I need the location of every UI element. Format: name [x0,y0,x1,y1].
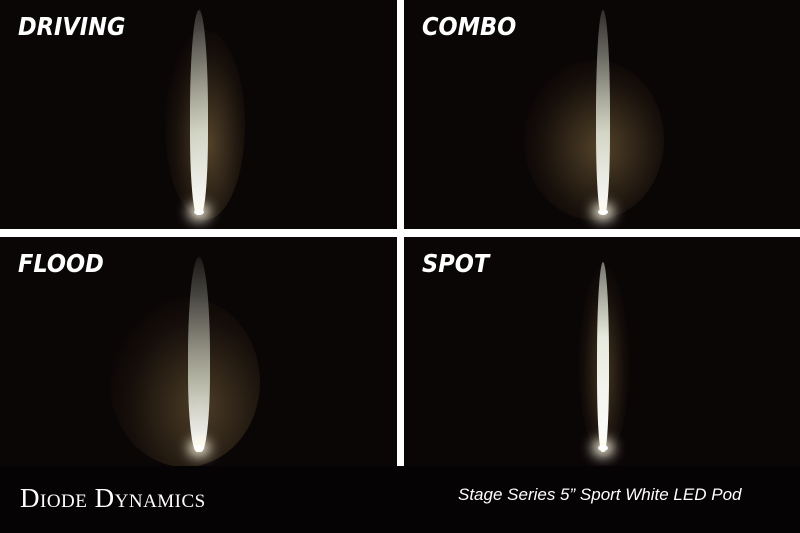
panel-label: COMBO [422,12,517,41]
beam-pattern-panel-combo: COMBO [404,0,800,229]
panel-label: DRIVING [18,12,126,41]
light-source [598,209,608,215]
brand-logo: Diode Dynamics [20,483,206,513]
light-beam [188,257,210,452]
light-spill [524,60,664,220]
light-beam [596,10,610,215]
beam-pattern-panel-flood: FLOOD [0,237,397,466]
beam-pattern-panel-driving: DRIVING [0,0,397,229]
panel-label: FLOOD [18,249,104,278]
footer-bar: Diode Dynamics Stage Series 5” Sport Whi… [0,466,800,533]
beam-pattern-panel-spot: SPOT [404,237,800,466]
product-name: Stage Series 5” Sport White LED Pod [458,485,742,504]
light-beam [597,262,609,452]
light-source [194,445,204,451]
panel-label: SPOT [422,249,490,278]
light-source [194,209,204,215]
light-beam [190,10,208,215]
light-spill [110,297,260,466]
light-source [598,445,608,451]
